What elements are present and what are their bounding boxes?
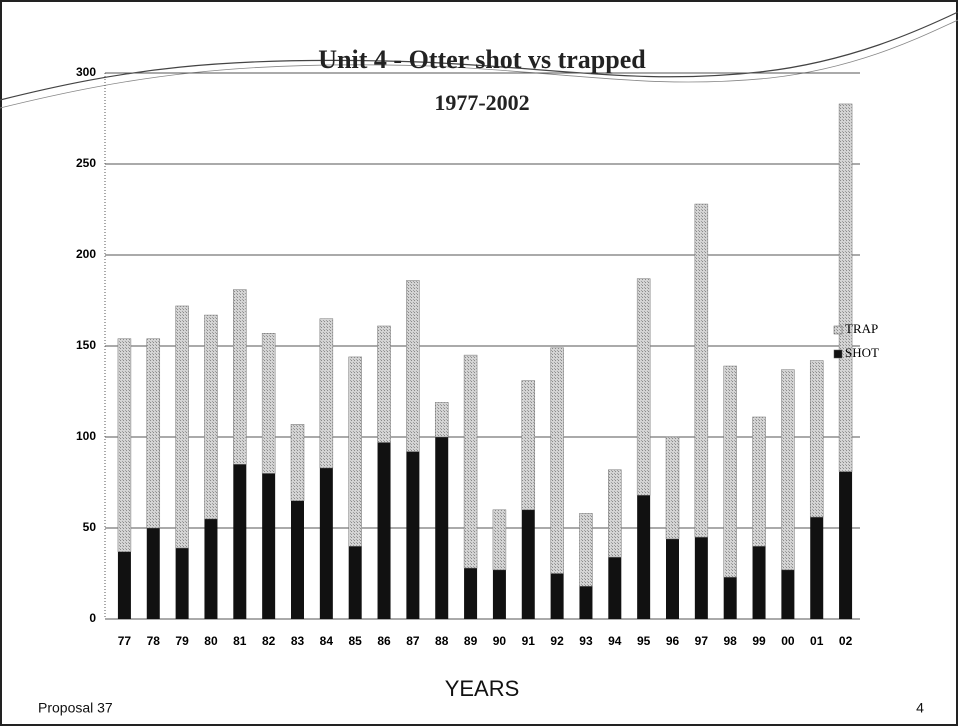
bar-segment [521, 380, 536, 511]
bar-segment [550, 573, 564, 619]
bar-segment [636, 278, 651, 496]
legend-swatch [833, 325, 843, 335]
x-tick-label: 98 [724, 634, 738, 648]
bar-segment [175, 548, 189, 619]
bar-segment [781, 369, 795, 571]
bar-segment [406, 451, 420, 619]
x-tick-label: 78 [147, 634, 161, 648]
bar-segment [204, 314, 218, 520]
y-tick-label: 100 [76, 429, 96, 443]
x-tick-label: 89 [464, 634, 478, 648]
bar-segment [492, 569, 506, 619]
x-tick-label: 02 [839, 634, 853, 648]
x-tick-label: 85 [349, 634, 363, 648]
bar-segment [435, 437, 449, 619]
y-tick-label: 200 [76, 247, 96, 261]
x-tick-label: 00 [781, 634, 795, 648]
chart-title: Unit 4 - Otter shot vs trapped [318, 45, 646, 74]
x-tick-label: 79 [175, 634, 189, 648]
x-tick-label: 84 [320, 634, 334, 648]
x-tick-label: 92 [550, 634, 564, 648]
bar-segment [175, 305, 189, 549]
bar-segment [608, 557, 622, 619]
decor-swoosh [0, 19, 958, 109]
bar-segment [694, 203, 709, 538]
x-tick-label: 94 [608, 634, 622, 648]
x-tick-label: 77 [118, 634, 132, 648]
footer-text: Proposal 37 [38, 700, 113, 716]
y-tick-label: 50 [83, 520, 97, 534]
x-tick-label: 87 [406, 634, 420, 648]
x-tick-label: 01 [810, 634, 824, 648]
x-tick-label: 96 [666, 634, 680, 648]
bar-segment [463, 354, 478, 569]
x-tick-label: 90 [493, 634, 507, 648]
legend-swatch [833, 349, 843, 359]
bar-segment [406, 280, 420, 452]
bar-segment [117, 551, 131, 619]
bar-segment [204, 518, 218, 619]
bar-segment [117, 338, 132, 552]
bar-segment [579, 513, 593, 587]
bar-segment [146, 338, 161, 529]
y-tick-label: 250 [76, 156, 96, 170]
bar-segment [637, 495, 651, 619]
bar-segment [665, 436, 680, 540]
chart-subtitle: 1977-2002 [434, 90, 529, 115]
bar-segment [723, 577, 737, 619]
legend-label: TRAP [845, 321, 878, 336]
bar-segment [464, 568, 478, 619]
x-tick-label: 97 [695, 634, 709, 648]
page-number: 4 [916, 700, 924, 716]
bar-segment [838, 103, 853, 472]
bar-segment [550, 347, 564, 574]
bar-segment [809, 360, 824, 518]
x-tick-label: 82 [262, 634, 276, 648]
x-axis-label: YEARS [445, 676, 520, 701]
legend-label: SHOT [845, 345, 879, 360]
bar-segment [319, 318, 334, 469]
bar-segment [319, 467, 333, 619]
bar-segment [608, 469, 622, 558]
bar-segment [261, 333, 276, 474]
bar-segment [752, 546, 766, 619]
x-tick-label: 91 [522, 634, 536, 648]
bar-segment [262, 473, 276, 619]
bar-segment [810, 517, 824, 619]
bar-segment [694, 537, 708, 619]
bar-segment [233, 464, 247, 619]
x-tick-label: 93 [579, 634, 593, 648]
y-tick-label: 0 [89, 611, 96, 625]
x-tick-label: 83 [291, 634, 305, 648]
x-tick-label: 95 [637, 634, 651, 648]
bar-segment [752, 416, 766, 547]
x-tick-label: 86 [377, 634, 391, 648]
x-tick-label: 80 [204, 634, 218, 648]
bar-segment [839, 471, 853, 619]
bar-segment [348, 546, 362, 619]
x-tick-label: 88 [435, 634, 449, 648]
bar-segment [492, 509, 507, 571]
bar-segment [348, 356, 362, 547]
x-tick-label: 81 [233, 634, 247, 648]
decor-swoosh [0, 11, 958, 101]
bar-segment [291, 500, 304, 619]
bar-segment [723, 365, 737, 578]
bar-segment [521, 509, 535, 619]
bar-segment [434, 402, 449, 438]
bar-segment [290, 424, 305, 501]
y-tick-label: 150 [76, 338, 96, 352]
bar-segment [377, 325, 391, 443]
bar-segment [377, 442, 391, 619]
x-tick-label: 99 [752, 634, 766, 648]
bar-segment [666, 538, 679, 619]
bar-segment [781, 569, 795, 619]
bar-segment [579, 586, 593, 619]
bar-segment [146, 528, 160, 619]
y-tick-label: 300 [76, 65, 96, 79]
bar-segment [233, 289, 247, 465]
